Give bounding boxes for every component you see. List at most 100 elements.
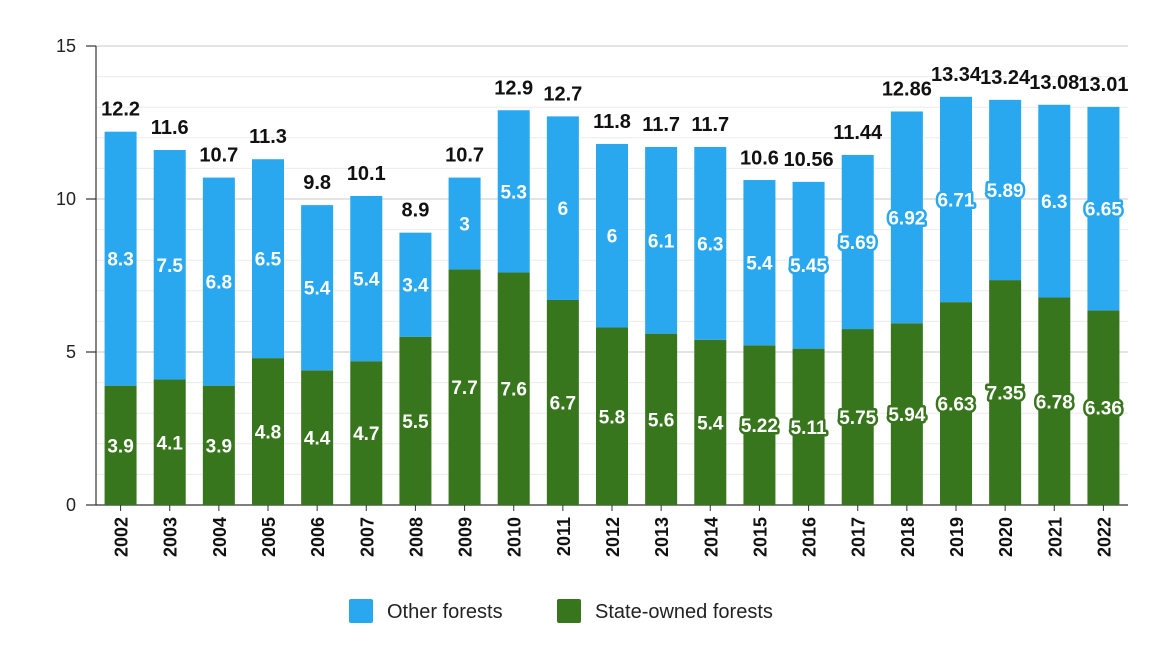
bar-other-forests-2017 (841, 154, 874, 330)
data-label-other-forests-2005: 6.5 (255, 250, 282, 271)
data-label-other-forests-2007: 5.4 (353, 270, 380, 291)
data-label-state-owned-forests-2008: 5.5 (402, 412, 429, 433)
legend-item-other-forests[interactable]: Other forests (349, 599, 503, 623)
bar-state-owned-forests-2022 (1087, 310, 1120, 505)
bar-state-owned-forests-2020 (989, 280, 1022, 505)
bar-state-owned-forests-2011 (546, 299, 579, 505)
bar-other-forests-2006 (301, 205, 334, 371)
legend-label-state-owned-forests: State-owned forests (595, 601, 773, 623)
total-label-2006: 9.8 (303, 172, 331, 194)
data-label-state-owned-forests-2006: 4.4 (304, 429, 331, 450)
bars (104, 96, 1120, 505)
data-label-state-owned-forests-2004: 3.9 (206, 436, 232, 457)
total-label-2017: 11.44 (833, 122, 883, 144)
bar-state-owned-forests-2016 (792, 348, 825, 505)
bar-state-owned-forests-2014 (694, 339, 727, 505)
data-label-state-owned-forests-2015: 5.22 (741, 416, 778, 437)
data-label-other-forests-2018: 6.92 (888, 208, 925, 229)
data-label-state-owned-forests-2009: 7.7 (451, 378, 477, 399)
total-label-2007: 10.1 (347, 163, 386, 185)
bar-other-forests-2011 (546, 116, 579, 300)
data-label-other-forests-2011: 6 (558, 199, 569, 220)
bar-other-forests-2009 (448, 177, 481, 270)
data-label-state-owned-forests-2021: 6.78 (1036, 392, 1073, 413)
bar-state-owned-forests-2018 (890, 323, 923, 505)
y-tick-label: 10 (56, 189, 76, 209)
data-label-state-owned-forests-2012: 5.8 (599, 407, 625, 428)
data-label-state-owned-forests-2014: 5.4 (697, 413, 724, 434)
segment-labels: 3.9 8.3 4.1 7.5 3.9 6.8 4.8 6.5 4.4 5.4 4.7 5.4 5.5 3… (105, 178, 1125, 459)
total-label-2020: 13.24 (980, 67, 1031, 89)
data-label-state-owned-forests-2011: 6.7 (550, 393, 576, 414)
x-tick-label-2020: 2020 (996, 517, 1016, 557)
bar-state-owned-forests-2021 (1038, 297, 1071, 505)
y-tick-label: 5 (66, 342, 76, 362)
data-label-other-forests-2017: 5.69 (839, 233, 876, 254)
x-tick-label-2006: 2006 (308, 517, 328, 557)
x-tick-label-2016: 2016 (800, 517, 820, 557)
total-label-2016: 10.56 (784, 149, 834, 171)
bar-state-owned-forests-2006 (301, 370, 334, 505)
data-label-other-forests-2015: 5.4 (746, 254, 773, 275)
total-label-2018: 12.86 (882, 78, 932, 100)
total-label-2009: 10.7 (445, 145, 484, 167)
bar-other-forests-2016 (792, 181, 825, 349)
bar-other-forests-2004 (202, 177, 235, 386)
legend-item-state-owned-forests[interactable]: State-owned forests (557, 599, 773, 623)
x-tick-label-2005: 2005 (259, 517, 279, 557)
data-label-state-owned-forests-2010: 7.6 (501, 380, 527, 401)
x-tick-label-2022: 2022 (1094, 517, 1114, 557)
bar-other-forests-2007 (350, 195, 383, 362)
total-label-2022: 13.01 (1078, 74, 1128, 96)
data-label-other-forests-2003: 7.5 (157, 256, 184, 277)
x-tick-label-2003: 2003 (161, 517, 181, 557)
bar-other-forests-2012 (596, 143, 628, 328)
total-label-2010: 12.9 (494, 77, 533, 99)
data-label-state-owned-forests-2017: 5.75 (839, 408, 876, 429)
data-label-other-forests-2006: 5.4 (304, 279, 331, 300)
data-label-state-owned-forests-2013: 5.6 (648, 410, 674, 431)
bar-other-forests-2005 (252, 159, 284, 359)
bar-state-owned-forests-2015 (743, 345, 776, 505)
data-label-other-forests-2019: 6.71 (938, 190, 975, 211)
bar-state-owned-forests-2017 (841, 329, 874, 505)
data-label-other-forests-2020: 5.89 (987, 181, 1024, 202)
x-tick-label-2002: 2002 (112, 517, 132, 557)
bar-state-owned-forests-2005 (252, 358, 284, 505)
total-label-2019: 13.34 (931, 64, 982, 86)
x-tick-label-2013: 2013 (652, 517, 672, 557)
bar-other-forests-2008 (399, 232, 432, 337)
data-label-state-owned-forests-2016: 5.11 (791, 418, 827, 439)
data-label-other-forests-2016: 5.45 (790, 256, 827, 277)
bar-state-owned-forests-2019 (940, 302, 972, 505)
bar-other-forests-2010 (497, 110, 530, 273)
x-tick-label-2018: 2018 (898, 517, 918, 557)
total-label-2015: 10.6 (740, 148, 779, 170)
data-label-other-forests-2021: 6.3 (1041, 192, 1067, 213)
total-label-2012: 11.8 (593, 111, 631, 133)
x-tick-label-2009: 2009 (456, 517, 476, 557)
bar-state-owned-forests-2010 (497, 272, 530, 505)
total-label-2013: 11.7 (642, 114, 680, 136)
bar-other-forests-2003 (153, 150, 186, 380)
x-tick-label-2010: 2010 (505, 517, 525, 557)
data-label-state-owned-forests-2018: 5.94 (888, 405, 925, 426)
legend: Other forests State-owned forests (349, 599, 773, 623)
bar-other-forests-2021 (1038, 104, 1071, 298)
data-label-other-forests-2012: 6 (607, 227, 618, 248)
x-tick-label-2019: 2019 (947, 517, 967, 557)
legend-swatch-other-forests (349, 599, 373, 623)
data-label-state-owned-forests-2003: 4.1 (157, 433, 184, 454)
bar-state-owned-forests-2002 (104, 385, 137, 505)
data-label-state-owned-forests-2020: 7.35 (987, 384, 1024, 405)
bar-state-owned-forests-2003 (153, 379, 186, 505)
data-label-state-owned-forests-2007: 4.7 (353, 424, 379, 445)
bar-state-owned-forests-2007 (350, 361, 383, 505)
total-label-2021: 13.08 (1029, 72, 1079, 94)
x-tick-label-2008: 2008 (406, 517, 426, 557)
x-tick-label-2017: 2017 (849, 517, 869, 557)
data-label-other-forests-2002: 8.3 (107, 250, 133, 271)
data-label-state-owned-forests-2005: 4.8 (255, 423, 281, 444)
bar-state-owned-forests-2008 (399, 336, 432, 505)
